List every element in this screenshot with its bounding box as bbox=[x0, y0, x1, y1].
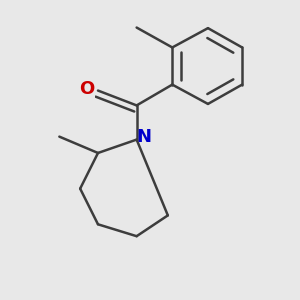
Text: O: O bbox=[79, 80, 94, 98]
Text: N: N bbox=[136, 128, 152, 146]
